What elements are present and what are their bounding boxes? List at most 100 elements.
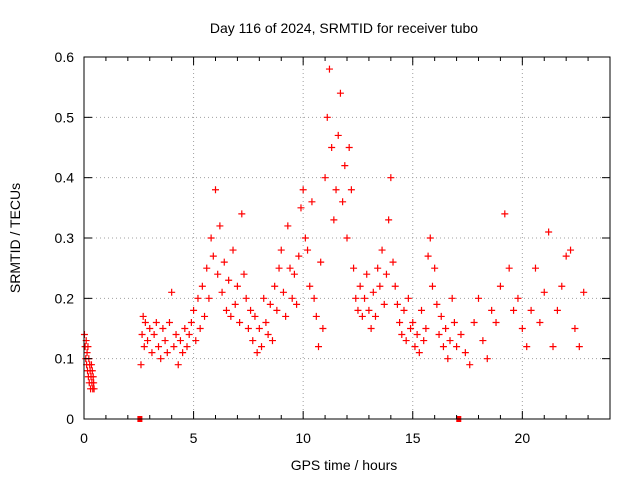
data-point bbox=[260, 294, 268, 302]
data-point bbox=[446, 337, 454, 345]
data-point bbox=[461, 349, 469, 357]
data-point bbox=[358, 312, 366, 320]
data-point bbox=[231, 300, 239, 308]
data-point bbox=[150, 331, 158, 339]
data-point bbox=[575, 343, 583, 351]
data-point bbox=[295, 252, 303, 260]
y-tick-label: 0 bbox=[66, 411, 74, 427]
data-point bbox=[201, 312, 209, 320]
data-point bbox=[431, 264, 439, 272]
data-point bbox=[562, 252, 570, 260]
data-point bbox=[141, 318, 149, 326]
y-tick-label: 0.1 bbox=[55, 351, 75, 367]
data-point bbox=[233, 282, 241, 290]
data-point bbox=[152, 318, 160, 326]
data-point bbox=[336, 89, 344, 97]
data-point bbox=[343, 234, 351, 242]
data-point bbox=[174, 361, 182, 369]
data-point bbox=[222, 306, 230, 314]
data-point bbox=[426, 234, 434, 242]
data-point bbox=[284, 222, 292, 230]
data-point bbox=[137, 361, 145, 369]
y-tick-label: 0.2 bbox=[55, 290, 75, 306]
data-point bbox=[323, 113, 331, 121]
data-point bbox=[315, 343, 323, 351]
data-point bbox=[413, 331, 421, 339]
data-point bbox=[328, 144, 336, 151]
data-point bbox=[190, 306, 198, 314]
data-point bbox=[290, 270, 298, 278]
data-point bbox=[444, 355, 452, 363]
y-tick-label: 0.5 bbox=[55, 109, 75, 125]
y-tick-label: 0.4 bbox=[55, 170, 75, 186]
data-point bbox=[216, 222, 224, 230]
data-point bbox=[400, 306, 408, 314]
data-point bbox=[510, 306, 518, 314]
data-point bbox=[378, 246, 386, 254]
data-point bbox=[84, 343, 92, 351]
data-point bbox=[88, 367, 96, 375]
data-point bbox=[165, 318, 173, 326]
data-point bbox=[249, 337, 257, 345]
data-point bbox=[179, 349, 187, 357]
data-point bbox=[181, 325, 189, 332]
data-point bbox=[439, 343, 447, 351]
data-point bbox=[352, 294, 360, 302]
data-point bbox=[371, 312, 379, 320]
data-point bbox=[168, 288, 176, 296]
x-tick-label: 15 bbox=[405, 430, 421, 446]
data-point bbox=[540, 288, 548, 296]
data-point bbox=[558, 282, 566, 290]
data-point bbox=[236, 318, 244, 326]
data-point bbox=[312, 312, 320, 320]
data-point bbox=[90, 379, 98, 387]
data-point bbox=[354, 306, 362, 314]
data-point bbox=[387, 174, 395, 182]
data-point bbox=[435, 331, 443, 339]
data-point bbox=[367, 325, 375, 332]
x-tick-label: 0 bbox=[80, 430, 88, 446]
y-tick-label: 0.3 bbox=[55, 230, 75, 246]
data-point bbox=[183, 343, 191, 351]
data-points bbox=[80, 65, 588, 393]
data-point bbox=[244, 325, 252, 332]
data-point bbox=[424, 252, 432, 260]
data-point bbox=[212, 186, 219, 194]
data-point bbox=[185, 331, 193, 339]
data-point bbox=[225, 276, 233, 284]
data-point bbox=[549, 343, 557, 351]
data-point bbox=[321, 174, 329, 182]
data-point bbox=[308, 198, 316, 206]
data-point bbox=[196, 325, 204, 332]
data-point bbox=[207, 234, 215, 242]
data-point bbox=[514, 294, 522, 302]
data-point bbox=[90, 385, 98, 393]
y-axis-label: SRMTID / TECUs bbox=[7, 183, 23, 293]
data-point bbox=[286, 264, 294, 272]
data-point bbox=[253, 349, 261, 357]
data-point bbox=[238, 210, 246, 218]
data-point bbox=[393, 300, 401, 308]
data-point bbox=[203, 264, 211, 272]
data-point bbox=[330, 216, 338, 224]
data-point bbox=[293, 300, 301, 308]
data-point bbox=[306, 282, 314, 290]
data-point bbox=[299, 186, 307, 194]
data-point bbox=[144, 337, 152, 345]
data-point bbox=[192, 337, 200, 345]
data-point bbox=[275, 264, 283, 272]
data-point bbox=[501, 210, 509, 218]
data-point bbox=[251, 312, 259, 320]
data-point bbox=[396, 318, 404, 326]
data-point bbox=[339, 198, 347, 206]
data-point bbox=[229, 246, 237, 254]
data-point bbox=[161, 337, 169, 345]
data-point bbox=[198, 282, 206, 290]
data-point bbox=[83, 349, 91, 357]
data-point bbox=[407, 325, 415, 332]
data-point bbox=[146, 325, 154, 332]
data-point bbox=[317, 258, 325, 266]
x-tick-label: 20 bbox=[515, 430, 531, 446]
y-tick-label: 0.6 bbox=[55, 49, 75, 65]
